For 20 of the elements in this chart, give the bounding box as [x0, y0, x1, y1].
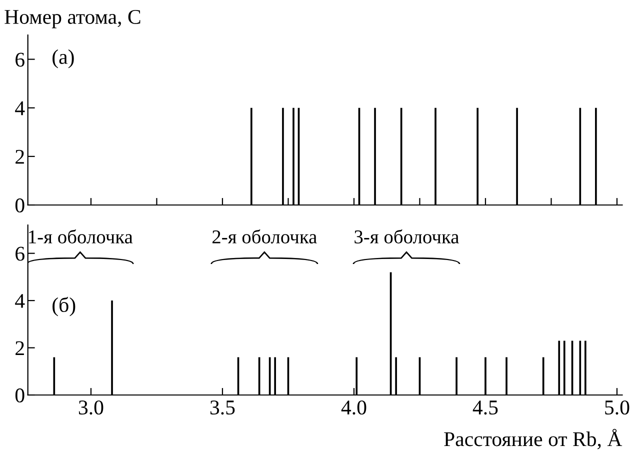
annotation: 1-я оболочка [29, 229, 133, 244]
x-tick-label: 3.0 [78, 400, 104, 415]
y-tick-label: 2 [16, 341, 24, 356]
x-axis-title: Расстояние от Rb, Å [444, 428, 622, 450]
y-axis-title: Номер атома, C [4, 10, 140, 28]
annotation: 3-я оболочка [354, 229, 459, 244]
annotation: (a) [52, 49, 74, 68]
y-tick-label: 6 [16, 246, 24, 261]
x-tick-label: 5.0 [605, 400, 630, 415]
y-tick-label: 6 [16, 52, 24, 67]
y-tick-label: 4 [15, 294, 25, 308]
y-tick-label: 2 [16, 150, 24, 164]
annotation: (б) [52, 296, 76, 316]
y-tick-label: 0 [15, 388, 24, 402]
annotation: 2-я оболочка [212, 229, 317, 244]
x-tick-label: 3.5 [210, 400, 235, 415]
y-tick-label: 4 [15, 101, 25, 116]
x-tick-label: 4.0 [341, 400, 366, 415]
y-tick-label: 0 [15, 198, 24, 212]
x-tick-label: 4.5 [472, 400, 498, 415]
